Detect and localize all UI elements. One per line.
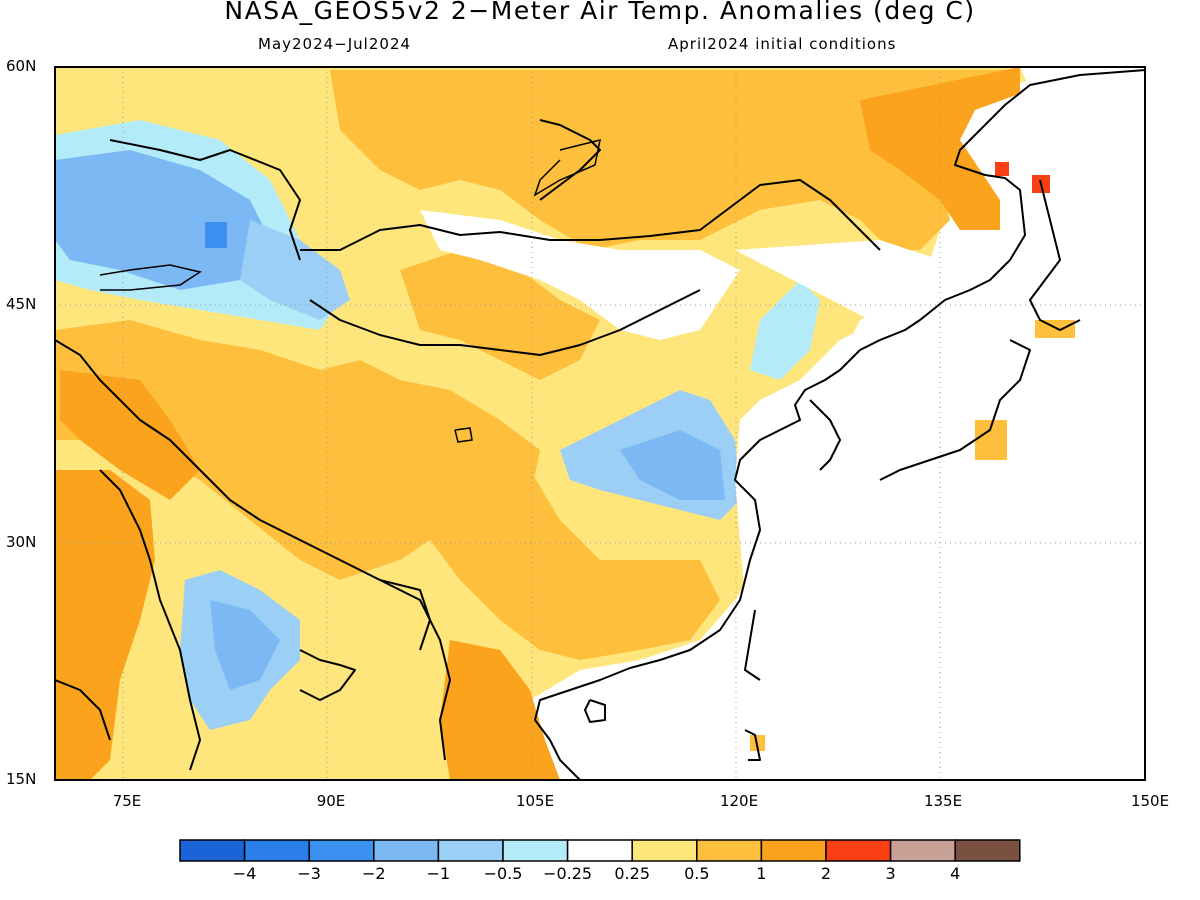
- anomaly-region-darkorange-west: [60, 370, 200, 500]
- lat-label-15n: 15N: [6, 770, 37, 788]
- colorbar-swatch: [631, 839, 698, 862]
- anomaly-region-darkorange-indochina: [440, 640, 560, 780]
- colorbar-swatch: [825, 839, 892, 862]
- lon-label-75e: 75E: [112, 792, 142, 810]
- lakes: [99, 138, 601, 443]
- colorbar-label: −1: [426, 864, 451, 883]
- anomaly-region-orange-tibet: [380, 440, 720, 660]
- coastlines: [55, 69, 1145, 780]
- colorbar-label: −0.5: [483, 864, 523, 883]
- colorbar-label: −4: [232, 864, 257, 883]
- anomaly-region-white-east: [735, 67, 1145, 780]
- lat-label-45n: 45N: [6, 295, 37, 313]
- anomaly-cell-strongest: [205, 222, 227, 248]
- colorbar-swatch: [502, 839, 569, 862]
- lat-label-60n: 60N: [6, 57, 37, 75]
- colorbar-swatch: [243, 839, 310, 862]
- anomaly-region-blue-kazakh: [55, 150, 270, 290]
- colorbar-swatch: [696, 839, 763, 862]
- colorbar-swatch: [566, 839, 633, 862]
- colorbar-label: 4: [950, 864, 961, 883]
- lon-label-150e: 150E: [1130, 792, 1170, 810]
- map-title: NASA_GEOS5v2 2−Meter Air Temp. Anomalies…: [224, 0, 976, 25]
- colorbar-label: 0.5: [684, 864, 710, 883]
- lon-label-120e: 120E: [719, 792, 759, 810]
- anomaly-cell-sakhalin-1: [995, 162, 1009, 176]
- lat-label-30n: 30N: [6, 533, 37, 551]
- anomaly-region-orange-mongolia: [400, 250, 600, 380]
- colorbar-label: −2: [362, 864, 386, 883]
- colorbar-label: −0.25: [543, 864, 593, 883]
- colorbar-label: 1: [756, 864, 767, 883]
- anomaly-region-white-central: [420, 210, 740, 340]
- anomaly-region-blue-siberia: [240, 220, 350, 320]
- colorbar-label: 0.25: [614, 864, 650, 883]
- colorbar-swatch: [954, 839, 1021, 862]
- lon-label-90e: 90E: [316, 792, 346, 810]
- anomaly-cell-hokkaido: [1035, 320, 1075, 338]
- anomaly-region-darkorange-india: [55, 470, 155, 780]
- initial-conditions: April2024 initial conditions: [668, 35, 897, 53]
- colorbar-swatch: [308, 839, 375, 862]
- anomaly-region-darkorange-east: [860, 67, 1020, 230]
- colorbar-swatch: [760, 839, 827, 862]
- colorbar-swatch: [179, 839, 246, 862]
- anomaly-region-blue-china-core: [620, 430, 725, 500]
- colorbar-label: 2: [820, 864, 832, 883]
- anomaly-field: [55, 67, 1145, 780]
- lon-label-105e: 105E: [515, 792, 555, 810]
- map-frame: [54, 66, 1146, 781]
- anomaly-region-orange-north: [330, 70, 1020, 250]
- colorbar-swatch: [373, 839, 440, 862]
- colorbar-swatch: [437, 839, 504, 862]
- lon-label-135e: 135E: [923, 792, 963, 810]
- anomaly-region-lightblue-manchuria: [750, 280, 820, 380]
- colorbar-label: −3: [297, 864, 321, 883]
- graticule: [55, 67, 1145, 780]
- colorbar-label: 3: [885, 864, 896, 883]
- anomaly-region-blue-india-core: [210, 600, 280, 690]
- forecast-period: May2024−Jul2024: [258, 35, 412, 53]
- colorbar-swatch: [889, 839, 956, 862]
